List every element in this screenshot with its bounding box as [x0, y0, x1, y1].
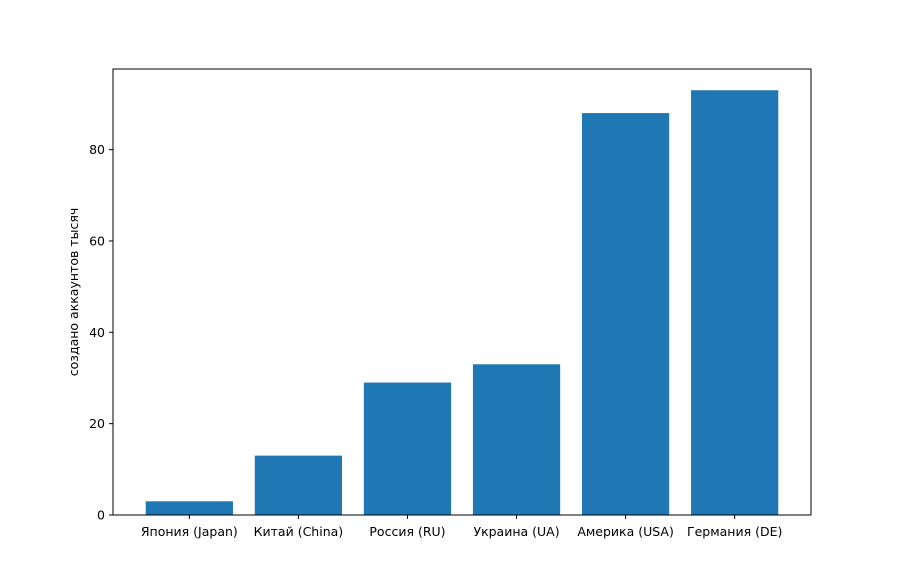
ticks-layer: 0 20 40 60 80 Япония (Japan) Китай (China) Росс…: [89, 142, 782, 539]
y-axis-label: создано аккаунтов тысяч: [66, 208, 81, 376]
bar-2: [363, 382, 452, 515]
bar-0: [145, 501, 233, 515]
y-tick-label-2: 40: [89, 325, 105, 340]
x-tick-label-3: Украина (UA): [473, 524, 559, 539]
axes-layer: [112, 68, 812, 516]
bar-3: [472, 364, 561, 515]
x-tick-label-4: Америка (USA): [577, 524, 674, 539]
bar-5: [691, 90, 779, 515]
bar-4: [581, 113, 670, 515]
y-tick-label-3: 60: [89, 233, 105, 248]
plot-frame: [112, 68, 812, 516]
x-tick-label-1: Китай (China): [254, 524, 344, 539]
y-tick-label-1: 20: [89, 416, 105, 431]
y-tick-label-4: 80: [89, 142, 105, 157]
y-tick-label-0: 0: [97, 508, 105, 523]
x-tick-label-5: Германия (DE): [687, 524, 782, 539]
x-tick-label-2: Россия (RU): [369, 524, 445, 539]
bars-layer: [145, 90, 779, 515]
bar-1: [254, 455, 343, 515]
x-tick-label-0: Япония (Japan): [141, 524, 238, 539]
